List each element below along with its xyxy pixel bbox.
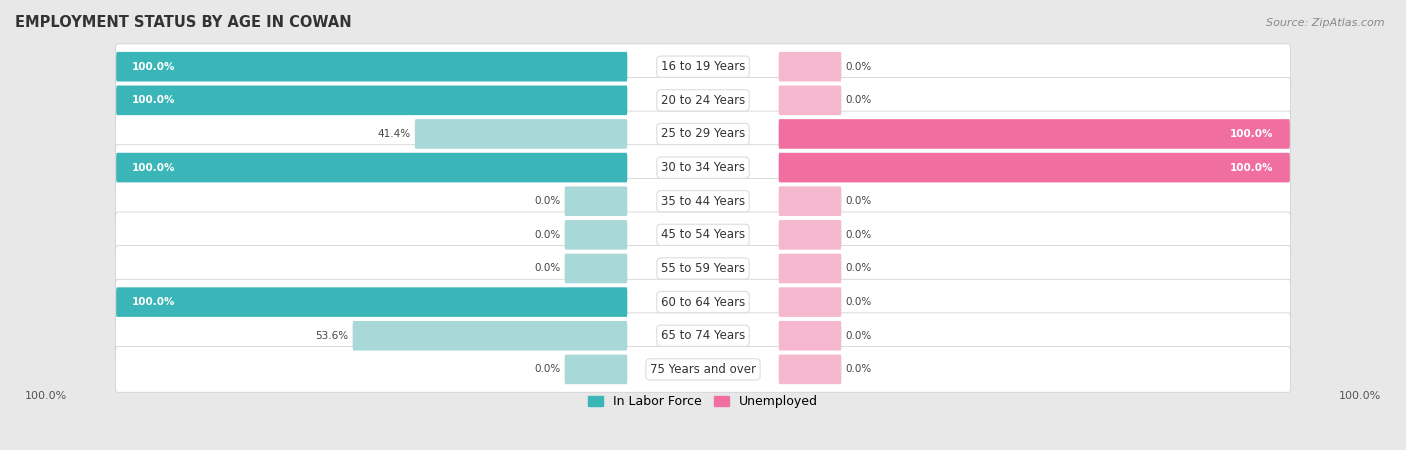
FancyBboxPatch shape [779, 153, 1289, 182]
Text: 100.0%: 100.0% [1339, 391, 1381, 401]
Text: 0.0%: 0.0% [845, 196, 872, 206]
Text: Source: ZipAtlas.com: Source: ZipAtlas.com [1267, 18, 1385, 28]
Text: 75 Years and over: 75 Years and over [650, 363, 756, 376]
Text: 0.0%: 0.0% [845, 62, 872, 72]
FancyBboxPatch shape [779, 355, 841, 384]
Text: 0.0%: 0.0% [845, 230, 872, 240]
Text: 30 to 34 Years: 30 to 34 Years [661, 161, 745, 174]
Text: 16 to 19 Years: 16 to 19 Years [661, 60, 745, 73]
Text: 0.0%: 0.0% [845, 264, 872, 274]
FancyBboxPatch shape [115, 44, 1291, 90]
Text: 100.0%: 100.0% [25, 391, 67, 401]
Text: 0.0%: 0.0% [845, 331, 872, 341]
FancyBboxPatch shape [779, 254, 841, 284]
Text: 53.6%: 53.6% [315, 331, 349, 341]
FancyBboxPatch shape [779, 52, 841, 81]
FancyBboxPatch shape [117, 86, 627, 115]
FancyBboxPatch shape [115, 313, 1291, 359]
FancyBboxPatch shape [115, 77, 1291, 123]
Text: 55 to 59 Years: 55 to 59 Years [661, 262, 745, 275]
Text: 100.0%: 100.0% [132, 62, 176, 72]
Text: 0.0%: 0.0% [534, 230, 561, 240]
Text: 100.0%: 100.0% [1230, 162, 1274, 173]
FancyBboxPatch shape [115, 111, 1291, 157]
Text: 100.0%: 100.0% [132, 95, 176, 105]
Text: 100.0%: 100.0% [1230, 129, 1274, 139]
Text: 65 to 74 Years: 65 to 74 Years [661, 329, 745, 342]
FancyBboxPatch shape [779, 220, 841, 250]
Text: 20 to 24 Years: 20 to 24 Years [661, 94, 745, 107]
FancyBboxPatch shape [565, 254, 627, 284]
FancyBboxPatch shape [117, 287, 627, 317]
FancyBboxPatch shape [779, 321, 841, 351]
Text: 25 to 29 Years: 25 to 29 Years [661, 127, 745, 140]
FancyBboxPatch shape [415, 119, 627, 149]
FancyBboxPatch shape [115, 346, 1291, 392]
Text: 0.0%: 0.0% [845, 364, 872, 374]
Text: 35 to 44 Years: 35 to 44 Years [661, 195, 745, 208]
Text: 0.0%: 0.0% [534, 264, 561, 274]
Text: 60 to 64 Years: 60 to 64 Years [661, 296, 745, 309]
Text: EMPLOYMENT STATUS BY AGE IN COWAN: EMPLOYMENT STATUS BY AGE IN COWAN [15, 15, 352, 30]
Legend: In Labor Force, Unemployed: In Labor Force, Unemployed [583, 390, 823, 413]
FancyBboxPatch shape [115, 178, 1291, 224]
FancyBboxPatch shape [565, 220, 627, 250]
FancyBboxPatch shape [565, 186, 627, 216]
Text: 0.0%: 0.0% [534, 364, 561, 374]
FancyBboxPatch shape [779, 287, 841, 317]
Text: 100.0%: 100.0% [132, 162, 176, 173]
FancyBboxPatch shape [779, 119, 1289, 149]
Text: 0.0%: 0.0% [845, 95, 872, 105]
FancyBboxPatch shape [115, 246, 1291, 291]
FancyBboxPatch shape [115, 279, 1291, 325]
Text: 100.0%: 100.0% [132, 297, 176, 307]
FancyBboxPatch shape [117, 52, 627, 81]
Text: 0.0%: 0.0% [845, 297, 872, 307]
FancyBboxPatch shape [779, 86, 841, 115]
FancyBboxPatch shape [353, 321, 627, 351]
Text: 0.0%: 0.0% [534, 196, 561, 206]
FancyBboxPatch shape [117, 153, 627, 182]
Text: 45 to 54 Years: 45 to 54 Years [661, 228, 745, 241]
FancyBboxPatch shape [779, 186, 841, 216]
FancyBboxPatch shape [115, 212, 1291, 258]
FancyBboxPatch shape [565, 355, 627, 384]
Text: 41.4%: 41.4% [377, 129, 411, 139]
FancyBboxPatch shape [115, 145, 1291, 190]
